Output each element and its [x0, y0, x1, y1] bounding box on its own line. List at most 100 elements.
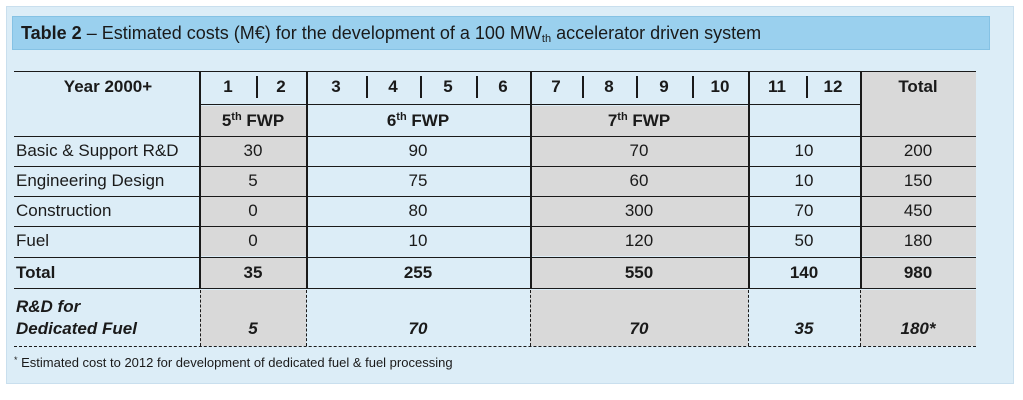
col-sep-dashed	[200, 290, 201, 346]
year-sep	[692, 76, 694, 98]
shade-r3	[200, 196, 306, 226]
header-year-4: 4	[388, 77, 398, 96]
shade-r2b	[530, 166, 748, 196]
rule-fwp-bottom	[14, 136, 976, 137]
rule-row2	[14, 196, 976, 197]
year-sep	[366, 76, 368, 98]
col-sep-dashed	[748, 290, 749, 346]
cell-total-total: 980	[903, 263, 933, 282]
cell-basic-fwp7: 70	[629, 141, 649, 160]
cell-basic-y1112: 10	[794, 141, 814, 160]
shade-r5	[200, 258, 306, 288]
shade-r5b	[530, 258, 748, 288]
col-sep-dashed	[860, 290, 861, 346]
header-year-6: 6	[498, 77, 508, 96]
cell-ded-fwp5: 5	[248, 319, 258, 338]
header-year-1: 1	[223, 77, 233, 96]
year-sep	[420, 76, 422, 98]
col-sep	[860, 72, 862, 288]
header-year-2: 2	[276, 77, 286, 96]
cell-basic-fwp5: 30	[243, 141, 263, 160]
row-label-engineering: Engineering Design	[16, 171, 165, 190]
row-label-total: Total	[16, 263, 56, 282]
cell-con-y1112: 70	[794, 201, 814, 220]
shade-fwp7	[530, 106, 748, 136]
cell-basic-total: 200	[903, 141, 933, 160]
shade-r4	[200, 226, 306, 256]
fwp-7: 7th FWP	[607, 111, 671, 130]
footnote-mark: *	[14, 355, 18, 365]
shade-r1b	[530, 136, 748, 166]
header-year-11: 11	[768, 77, 786, 96]
cell-fuel-total: 180	[903, 231, 933, 250]
shade-r4c	[860, 226, 976, 256]
cell-eng-total: 150	[903, 171, 933, 190]
shade-r6b	[530, 290, 748, 346]
year-sep	[806, 76, 808, 98]
shade-fwp5	[200, 106, 306, 136]
row-label-dedicated-1: R&D for	[16, 297, 81, 316]
cell-fuel-y1112: 50	[794, 231, 814, 250]
header-year-7: 7	[551, 77, 561, 96]
footnote-text: Estimated cost to 2012 for development o…	[17, 355, 453, 370]
table-number: Table 2	[21, 23, 82, 43]
rule-top	[14, 71, 976, 72]
title-subscript: th	[541, 33, 552, 45]
rule-row3	[14, 226, 976, 227]
fwp-6: 6th FWP	[386, 111, 450, 130]
cell-ded-y1112: 35	[794, 319, 814, 338]
cell-total-y1112: 140	[789, 263, 819, 282]
year-sep	[256, 76, 258, 98]
col-sep	[306, 72, 308, 288]
cell-con-total: 450	[903, 201, 933, 220]
table-panel	[6, 6, 1014, 384]
cell-fuel-fwp6: 10	[408, 231, 428, 250]
header-year-label: Year 2000+	[63, 77, 153, 96]
shade-r1	[200, 136, 306, 166]
cell-fuel-fwp7: 120	[624, 231, 654, 250]
cell-ded-total: 180*	[900, 319, 936, 338]
rule-row4	[14, 257, 976, 258]
cell-total-fwp6: 255	[403, 263, 433, 282]
rule-total	[14, 288, 976, 289]
cell-eng-fwp6: 75	[408, 171, 428, 190]
cell-con-fwp6: 80	[408, 201, 428, 220]
cell-eng-fwp7: 60	[629, 171, 649, 190]
shade-r6c	[860, 290, 976, 346]
table-title: Table 2 – Estimated costs (M€) for the d…	[12, 16, 990, 50]
shade-r2c	[860, 166, 976, 196]
row-label-basic: Basic & Support R&D	[16, 141, 179, 160]
header-year-5: 5	[443, 77, 453, 96]
header-year-12: 12	[823, 77, 843, 96]
header-year-9: 9	[659, 77, 669, 96]
header-year-3: 3	[331, 77, 341, 96]
year-sep	[476, 76, 478, 98]
fwp-5: 5th FWP	[221, 111, 285, 130]
title-text: – Estimated costs (M€) for the developme…	[81, 23, 542, 43]
cell-total-fwp7: 550	[624, 263, 654, 282]
cell-eng-y1112: 10	[794, 171, 814, 190]
shade-r1c	[860, 136, 976, 166]
shade-total-header	[860, 72, 976, 136]
header-year-10: 10	[710, 77, 730, 96]
header-total: Total	[898, 77, 938, 96]
row-label-fuel: Fuel	[16, 231, 50, 250]
row-label-construction: Construction	[16, 201, 112, 220]
row-label-dedicated-2: Dedicated Fuel	[16, 319, 137, 338]
shade-r2	[200, 166, 306, 196]
shade-r4b	[530, 226, 748, 256]
cell-fuel-fwp5: 0	[248, 231, 258, 250]
rule-row1	[14, 166, 976, 167]
cell-ded-fwp6: 70	[408, 319, 428, 338]
cell-total-fwp5: 35	[243, 263, 263, 282]
shade-r3b	[530, 196, 748, 226]
shade-r6	[200, 290, 306, 346]
title-text-end: accelerator driven system	[551, 23, 762, 43]
cell-ded-fwp7: 70	[629, 319, 649, 338]
header-year-8: 8	[604, 77, 614, 96]
col-sep	[748, 72, 750, 288]
col-sep-dashed	[306, 290, 307, 346]
col-sep	[530, 72, 532, 288]
cell-con-fwp5: 0	[248, 201, 258, 220]
col-sep-dashed	[530, 290, 531, 346]
